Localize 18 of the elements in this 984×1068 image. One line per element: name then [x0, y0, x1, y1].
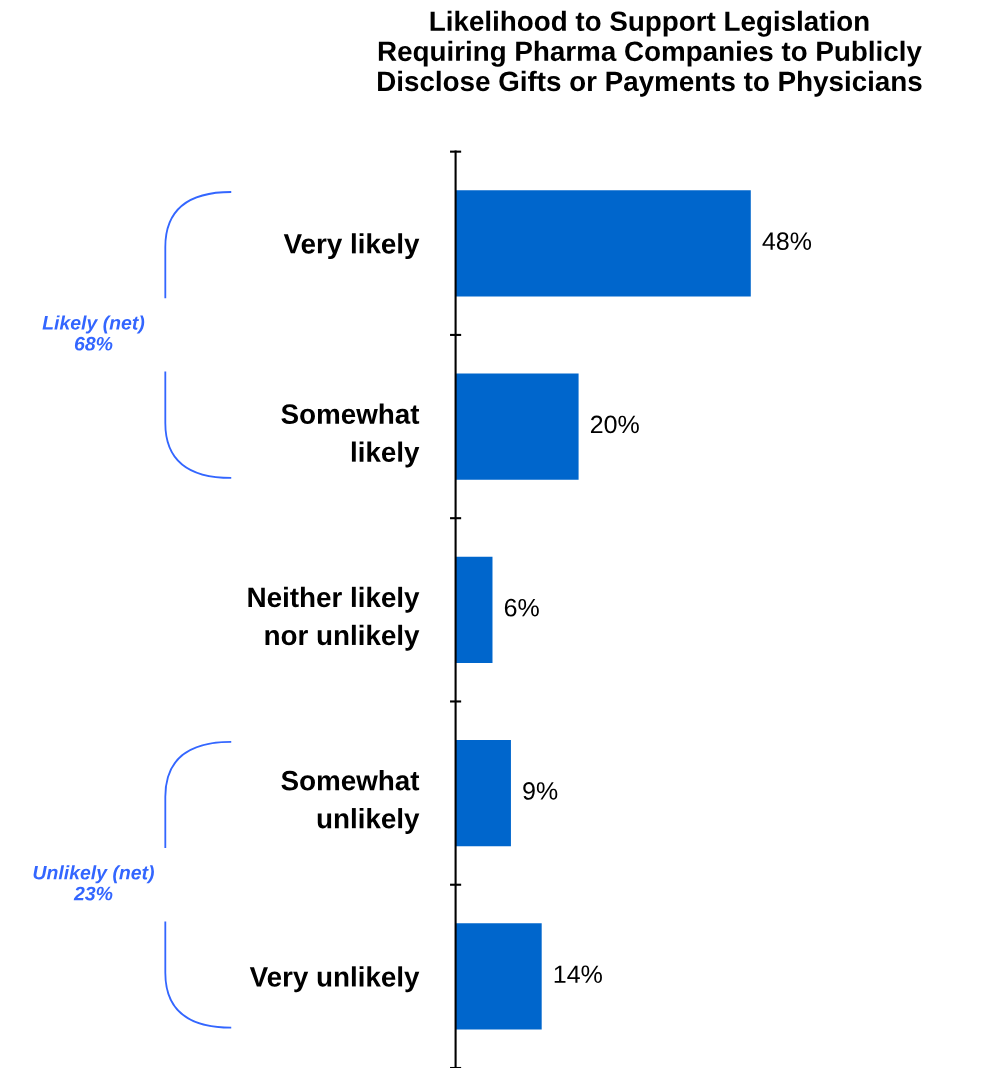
data-label: 48% — [762, 232, 812, 250]
y-tick-label: Very unlikely — [249, 966, 420, 993]
text: Likely (net) 68% — [42, 315, 145, 351]
data-label: 14% — [554, 965, 602, 983]
y-tick-label: Somewhat unlikely — [281, 770, 420, 834]
bar — [455, 190, 751, 297]
y-tick-label: Neither likely nor unlikely — [248, 586, 420, 651]
bar — [455, 373, 579, 480]
data-label: 9% — [523, 782, 558, 800]
bar — [455, 923, 542, 1030]
bar — [455, 739, 511, 847]
data-label: 20% — [590, 415, 639, 434]
chart-title: Likelihood to Support Legislation Requiring Pharma Companies to Publicly Disclose Gifts or Payments to Physicians — [378, 10, 922, 97]
y-tick-label: Very likely — [283, 233, 420, 260]
data-label: 6% — [504, 598, 539, 617]
text: Unlikely (net) 23% — [33, 865, 154, 901]
y-tick-label: Somewhat likely — [281, 403, 420, 468]
bar — [455, 556, 493, 663]
